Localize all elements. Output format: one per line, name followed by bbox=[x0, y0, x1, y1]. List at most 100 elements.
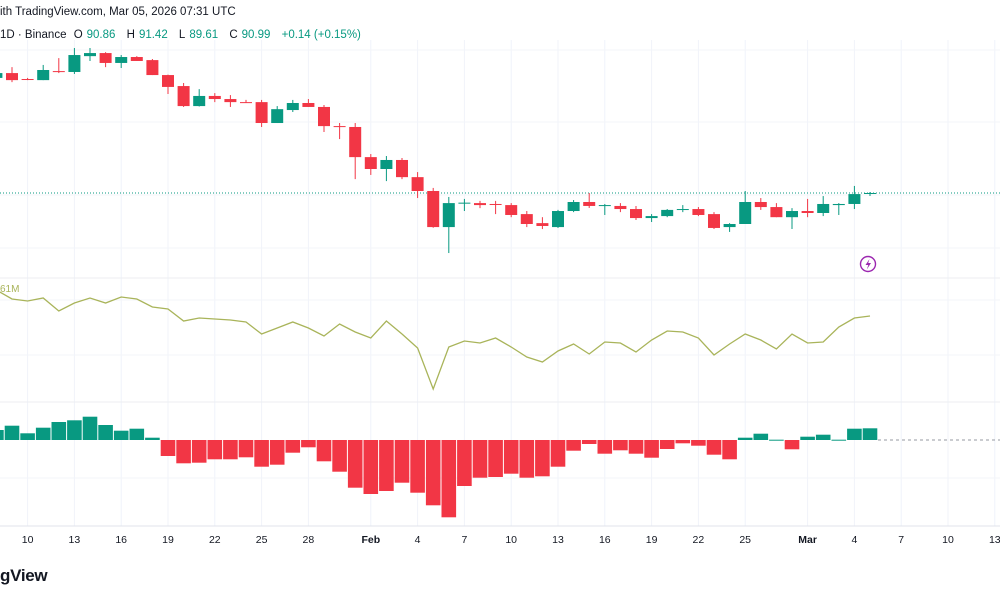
histogram-bar bbox=[847, 428, 862, 440]
x-tick-label: 13 bbox=[552, 534, 564, 546]
candle bbox=[442, 196, 455, 254]
candle bbox=[193, 89, 206, 107]
candle-body bbox=[832, 203, 845, 206]
x-tick-label: 13 bbox=[69, 534, 81, 546]
candle bbox=[505, 203, 518, 218]
candle bbox=[864, 192, 876, 197]
histogram-bar bbox=[285, 440, 301, 453]
candle-body bbox=[552, 211, 564, 228]
candle-body bbox=[130, 57, 143, 61]
candle bbox=[848, 185, 861, 210]
candle-body bbox=[614, 205, 627, 210]
histogram-bar bbox=[472, 440, 488, 478]
candle-body bbox=[520, 214, 533, 224]
histogram-bar bbox=[550, 440, 566, 467]
histogram-bar bbox=[659, 440, 675, 449]
x-tick-label: 16 bbox=[599, 534, 611, 546]
lightning-icon[interactable] bbox=[859, 255, 877, 273]
histogram-bar bbox=[269, 440, 285, 465]
candle-body bbox=[333, 126, 346, 128]
candle bbox=[708, 212, 720, 230]
candle bbox=[583, 192, 596, 208]
candle-body bbox=[817, 203, 830, 213]
histogram-bar bbox=[581, 440, 597, 444]
candle-body bbox=[162, 75, 174, 87]
close-value: 90.99 bbox=[241, 29, 271, 41]
candle bbox=[255, 99, 268, 127]
candle-body bbox=[598, 205, 611, 207]
histogram-bar bbox=[675, 440, 691, 444]
candle-body bbox=[786, 211, 798, 218]
histogram-bar bbox=[67, 420, 82, 440]
candle bbox=[333, 123, 346, 140]
histogram-bar bbox=[597, 440, 613, 454]
x-tick-label: 4 bbox=[851, 534, 857, 546]
histogram-bar bbox=[301, 440, 316, 448]
candle-body bbox=[37, 69, 50, 81]
histogram-bar bbox=[129, 428, 145, 440]
candle bbox=[552, 209, 564, 228]
candle bbox=[21, 77, 34, 81]
candle bbox=[723, 223, 736, 232]
indicator-value-label: 61M bbox=[0, 284, 19, 295]
candle-body bbox=[224, 99, 237, 103]
histogram-bar bbox=[737, 437, 753, 440]
time-axis[interactable]: 10 13 16 19 22 25 28 Feb 4 7 10 13 16 19 22 25 Mar 4 7 10 13 bbox=[22, 534, 1000, 546]
candle-body bbox=[864, 193, 876, 194]
histogram-bar bbox=[223, 440, 238, 460]
histogram-bar bbox=[191, 440, 207, 463]
histogram-bar bbox=[566, 440, 581, 451]
candle-body bbox=[271, 109, 284, 124]
candle bbox=[458, 198, 471, 212]
candle-body bbox=[208, 95, 221, 100]
candle-body bbox=[754, 201, 767, 208]
candle-body bbox=[0, 73, 3, 78]
candle-body bbox=[583, 201, 596, 206]
low-label: L bbox=[178, 29, 186, 41]
candle bbox=[380, 156, 393, 182]
histogram-bar bbox=[363, 440, 379, 494]
candle-body bbox=[349, 126, 362, 158]
candle bbox=[427, 187, 440, 228]
histogram-bar bbox=[160, 440, 176, 456]
candle bbox=[801, 198, 814, 218]
candle-body bbox=[442, 203, 455, 228]
histogram-bar bbox=[628, 440, 644, 454]
candle bbox=[68, 47, 81, 74]
candle-body bbox=[505, 205, 518, 215]
histogram-bar bbox=[254, 440, 269, 467]
candle bbox=[99, 52, 112, 68]
histogram-bar bbox=[644, 440, 659, 458]
candle bbox=[817, 196, 830, 217]
x-tick-label: 19 bbox=[162, 534, 174, 546]
indicator-line bbox=[0, 291, 871, 391]
histogram-bar bbox=[379, 440, 394, 491]
candle bbox=[162, 74, 174, 94]
candle bbox=[6, 67, 18, 83]
histogram-bar bbox=[800, 436, 815, 440]
histogram-bar bbox=[20, 433, 35, 440]
candle bbox=[130, 56, 143, 61]
x-tick-label: 22 bbox=[209, 534, 221, 546]
histogram-bar bbox=[347, 440, 363, 488]
open-label: O bbox=[73, 29, 83, 41]
candle bbox=[208, 93, 221, 103]
candle-body bbox=[302, 102, 315, 107]
x-tick-label: 25 bbox=[739, 534, 751, 546]
candle-body bbox=[676, 209, 689, 211]
chart-canvas[interactable]: 61M 10 13 16 19 22 25 28 Feb 4 7 10 13 16 19 22 25 Mar 4 7… bbox=[0, 0, 1000, 560]
candle bbox=[754, 198, 767, 210]
histogram-bar bbox=[207, 440, 223, 460]
x-tick-label: 28 bbox=[303, 534, 315, 546]
candle bbox=[630, 205, 642, 221]
histogram-bar bbox=[176, 440, 191, 464]
candle bbox=[240, 99, 252, 104]
histogram-bar bbox=[98, 425, 113, 440]
candles bbox=[0, 47, 876, 254]
candle bbox=[411, 172, 424, 199]
candle-body bbox=[411, 177, 424, 191]
histogram-bar bbox=[35, 427, 51, 440]
open-value: 90.86 bbox=[86, 29, 116, 41]
histogram-bar bbox=[410, 440, 425, 493]
histogram-bar bbox=[722, 440, 737, 460]
